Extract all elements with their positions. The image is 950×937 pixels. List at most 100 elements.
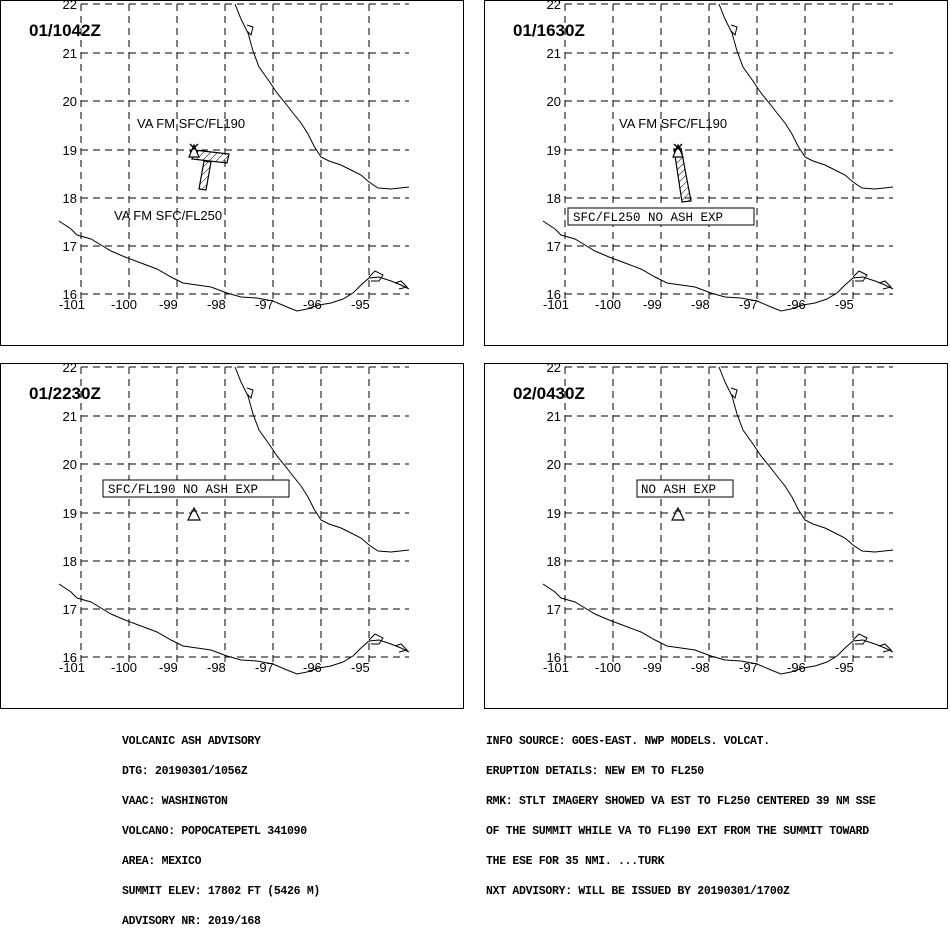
longitude-tick-label: -95	[835, 660, 854, 675]
coastline	[878, 643, 892, 653]
coastline	[542, 583, 894, 675]
longitude-tick-label: -96	[787, 660, 806, 675]
coastline	[852, 270, 868, 282]
no-ash-label: SFC/FL250 NO ASH EXP	[573, 211, 723, 225]
advisory-line: RMK: STLT IMAGERY SHOWED VA EST TO FL250…	[486, 795, 876, 808]
longitude-tick-label: -97	[739, 297, 758, 312]
advisory-line: ADVISORY NR: 2019/168	[122, 915, 261, 928]
coastline	[234, 366, 410, 553]
longitude-tick-label: -97	[739, 660, 758, 675]
latitude-tick-label: 19	[547, 143, 561, 158]
valid-time-4: 02/0430Z	[513, 384, 585, 403]
longitude-tick-label: -96	[787, 297, 806, 312]
latitude-tick-label: 17	[63, 239, 77, 254]
longitude-tick-label: -99	[159, 297, 178, 312]
ash-label-fl250: VA FM SFC/FL250	[114, 208, 222, 223]
latitude-tick-label: 18	[547, 554, 561, 569]
coastline	[718, 3, 894, 190]
longitude-tick-label: -98	[207, 297, 226, 312]
longitude-tick-label: -95	[351, 297, 370, 312]
latitude-tick-label: 22	[63, 364, 77, 375]
coastline	[730, 387, 738, 399]
latitude-tick-label: 19	[63, 506, 77, 521]
longitude-tick-label: -98	[691, 660, 710, 675]
latitude-tick-label: 16	[547, 287, 561, 302]
latitude-tick-label: 21	[63, 46, 77, 61]
advisory-line: VOLCANIC ASH ADVISORY	[122, 735, 261, 748]
latitude-tick-label: 16	[63, 287, 77, 302]
coastline	[718, 366, 894, 553]
no-ash-box	[636, 479, 734, 498]
advisory-line: ERUPTION DETAILS: NEW EM TO FL250	[486, 765, 704, 778]
latitude-tick-label: 17	[547, 239, 561, 254]
advisory-line: SUMMIT ELEV: 17802 FT (5426 M)	[122, 885, 321, 898]
latitude-tick-label: 18	[63, 191, 77, 206]
longitude-tick-label: -101	[543, 660, 569, 675]
forecast-panel-4: -101 -100 -99 -98 -97 -96 -95 22 21 20 19 18 17 16 02…	[484, 363, 948, 709]
ash-label-fl190: VA FM SFC/FL190	[619, 116, 727, 131]
longitude-tick-label: -100	[595, 297, 621, 312]
latitude-tick-label: 20	[547, 94, 561, 109]
advisory-line: NXT ADVISORY: WILL BE ISSUED BY 20190301…	[486, 885, 790, 898]
coastline	[394, 280, 408, 290]
advisory-line: VAAC: WASHINGTON	[122, 795, 228, 808]
latitude-tick-label: 20	[547, 457, 561, 472]
coastline	[394, 643, 408, 653]
map-panel-4-svg: -101 -100 -99 -98 -97 -96 -95 22 21 20 19 18 17 16 02…	[513, 364, 894, 675]
advisory-line: THE ESE FOR 35 NMI. ...TURK	[486, 855, 665, 868]
ash-area-fl250	[198, 160, 212, 191]
forecast-panel-1: -101 -100 -99 -98 -97 -96 -95 22 21 20 19 18 17 16 01…	[0, 0, 464, 346]
coastline	[368, 633, 384, 645]
longitude-tick-label: -99	[643, 660, 662, 675]
advisory-line: INFO SOURCE: GOES-EAST. NWP MODELS. VOLC…	[486, 735, 770, 748]
coastline	[58, 220, 410, 312]
longitude-tick-label: -100	[595, 660, 621, 675]
latitude-tick-label: 16	[63, 650, 77, 665]
ash-label-fl190: VA FM SFC/FL190	[137, 116, 245, 131]
longitude-tick-label: -97	[255, 660, 274, 675]
latitude-tick-label: 22	[547, 364, 561, 375]
coastline	[368, 270, 384, 282]
advisory-line: DTG: 20190301/1056Z	[122, 765, 248, 778]
advisory-line: OF THE SUMMIT WHILE VA TO FL190 EXT FROM…	[486, 825, 869, 838]
no-ash-box	[567, 207, 755, 226]
coastline	[234, 3, 410, 190]
latitude-tick-label: 21	[63, 409, 77, 424]
longitude-tick-label: -101	[59, 660, 85, 675]
longitude-tick-label: -99	[643, 297, 662, 312]
longitude-tick-label: -96	[303, 297, 322, 312]
forecast-panel-3: -101 -100 -99 -98 -97 -96 -95 22 21 20 19 18 17 16 01…	[0, 363, 464, 709]
latitude-tick-label: 22	[547, 1, 561, 12]
latitude-tick-label: 17	[63, 602, 77, 617]
volcano-icon	[671, 506, 685, 521]
coastline	[852, 633, 868, 645]
no-ash-label: NO ASH EXP	[641, 483, 716, 497]
volcano-icon	[188, 143, 200, 158]
coastline	[730, 24, 738, 36]
longitude-tick-label: -98	[207, 660, 226, 675]
longitude-tick-label: -100	[111, 297, 137, 312]
advisory-line: AREA: MEXICO	[122, 855, 202, 868]
latitude-tick-label: 16	[547, 650, 561, 665]
map-panel-3-svg: -101 -100 -99 -98 -97 -96 -95 22 21 20 19 18 17 16 01…	[29, 364, 410, 675]
latitude-tick-label: 20	[63, 457, 77, 472]
longitude-tick-label: -99	[159, 660, 178, 675]
longitude-tick-label: -101	[59, 297, 85, 312]
coastline	[246, 387, 254, 399]
latitude-tick-label: 21	[547, 409, 561, 424]
volcano-icon	[672, 143, 684, 158]
latitude-tick-label: 19	[547, 506, 561, 521]
valid-time-1: 01/1042Z	[29, 21, 101, 40]
coastline	[542, 220, 894, 312]
advisory-left-block: VOLCANIC ASH ADVISORY DTG: 20190301/1056…	[122, 717, 320, 937]
latitude-tick-label: 18	[63, 554, 77, 569]
map-panel-1-svg: -101 -100 -99 -98 -97 -96 -95 22 21 20 19 18 17 16 01…	[29, 1, 410, 312]
volcano-icon	[187, 506, 201, 521]
no-ash-box	[102, 479, 290, 498]
advisory-line: VOLCANO: POPOCATEPETL 341090	[122, 825, 307, 838]
no-ash-label: SFC/FL190 NO ASH EXP	[108, 483, 258, 497]
longitude-tick-label: -101	[543, 297, 569, 312]
latitude-tick-label: 17	[547, 602, 561, 617]
latitude-tick-label: 18	[547, 191, 561, 206]
latitude-tick-label: 22	[63, 1, 77, 12]
